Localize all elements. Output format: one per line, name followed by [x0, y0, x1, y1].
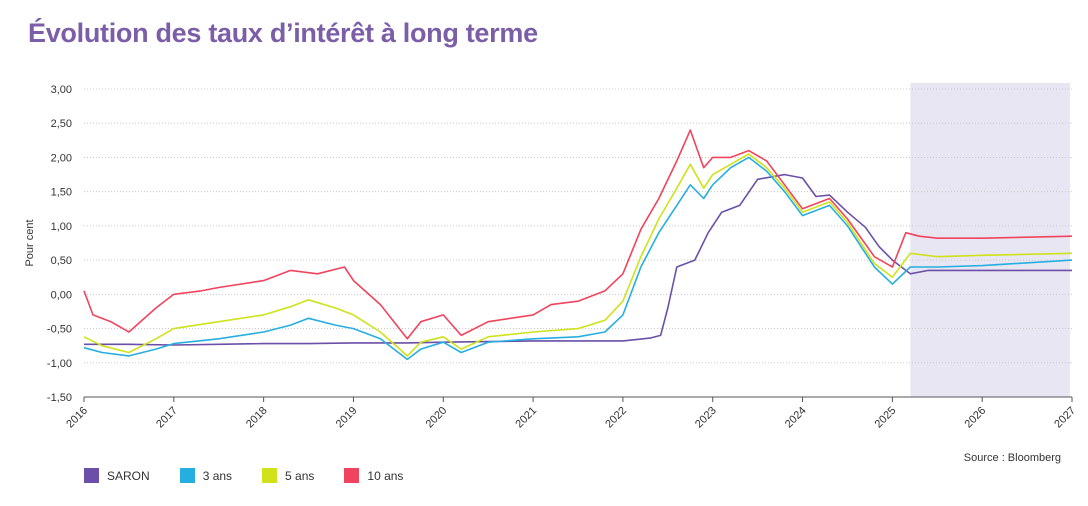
y-tick-label: -1,00: [47, 358, 72, 370]
source-note: Source : Bloomberg: [963, 452, 1061, 464]
x-tick-label: 2016: [64, 405, 90, 431]
x-tick-label: 2019: [334, 405, 360, 431]
y-axis-title: Pour cent: [24, 219, 36, 266]
legend-label-5-ans: 5 ans: [285, 468, 315, 483]
legend-label-3-ans: 3 ans: [202, 468, 233, 483]
y-tick-label: 2,00: [51, 152, 72, 164]
y-tick-label: 0,50: [51, 255, 72, 267]
x-tick-label: 2022: [603, 405, 629, 431]
x-tick-label: 2018: [244, 405, 270, 431]
x-tick-label: 2027: [1052, 405, 1078, 431]
y-tick-label: 3,00: [51, 84, 72, 96]
chart-title: Évolution des taux d’intérêt à long term…: [28, 18, 538, 48]
legend-swatch-saron: [84, 468, 99, 483]
x-tick-label: 2023: [693, 405, 719, 431]
legend-item-10-ans: 10 ans: [344, 468, 403, 483]
y-tick-label: 1,50: [51, 187, 72, 199]
legend-item-3-ans: 3 ans: [179, 468, 233, 483]
series-line-3-ans: [83, 156, 1073, 361]
series-line-10-ans: [83, 129, 1073, 340]
legend-item-saron: SARON: [84, 468, 150, 483]
x-tick-label: 2020: [424, 405, 450, 431]
y-tick-label: 2,50: [51, 118, 72, 130]
forecast-band: [910, 83, 1070, 397]
x-tick-label: 2021: [513, 405, 539, 431]
x-tick-label: 2017: [154, 405, 180, 431]
y-tick-label: 1,00: [51, 221, 72, 233]
x-tick-label: 2025: [873, 405, 899, 431]
y-tick-label: -1,50: [47, 392, 72, 404]
x-tick-label: 2026: [963, 405, 989, 431]
legend-swatch-10-ans: [344, 468, 360, 483]
legend-swatch-3-ans: [179, 468, 195, 483]
y-tick-label: 0,00: [51, 289, 72, 301]
series-line-saron: [84, 173, 1072, 346]
legend-label-saron: SARON: [107, 468, 150, 483]
series-line-5-ans: [83, 153, 1073, 357]
y-tick-label: -0,50: [47, 324, 72, 336]
legend-swatch-5-ans: [262, 468, 278, 483]
x-tick-label: 2024: [783, 405, 809, 431]
legend-item-5-ans: 5 ans: [262, 468, 314, 483]
legend: SARON 3 ans 5 ans 10 ans: [84, 468, 433, 483]
legend-label-10-ans: 10 ans: [367, 468, 404, 483]
